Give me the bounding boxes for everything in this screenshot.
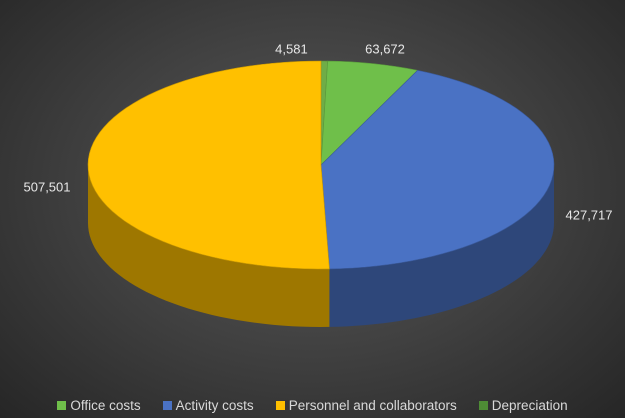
legend-swatch [57,401,67,410]
legend-label: Office costs [70,398,141,413]
legend-item-personnel-and-collaborators: Personnel and collaborators [275,398,457,413]
slice-activity-costs [320,70,555,270]
data-label-personnel-and-collaborators: 507,501 [23,179,71,195]
legend-item-office-costs: Office costs [57,398,141,413]
legend-item-depreciation: Depreciation [478,398,568,413]
data-label-activity-costs: 427,717 [565,207,613,223]
pie-sides [88,165,554,327]
legend-swatch [478,401,488,410]
data-label-depreciation: 4,581 [275,41,308,57]
legend-label: Personnel and collaborators [288,398,457,413]
legend-swatch [162,401,172,410]
side-activity-costs [329,165,554,327]
data-label-office-costs: 63,672 [365,41,405,57]
side-personnel-and-collaborators [88,165,330,327]
legend-item-activity-costs: Activity costs [162,398,254,413]
slice-personnel-and-collaborators [87,60,330,270]
legend: Office costs Activity costs Personnel and … [0,398,625,413]
legend-label: Activity costs [175,398,254,413]
pie-tops [87,60,555,270]
legend-swatch [275,401,285,410]
legend-label: Depreciation [491,398,568,413]
slice-office-costs [320,60,419,166]
